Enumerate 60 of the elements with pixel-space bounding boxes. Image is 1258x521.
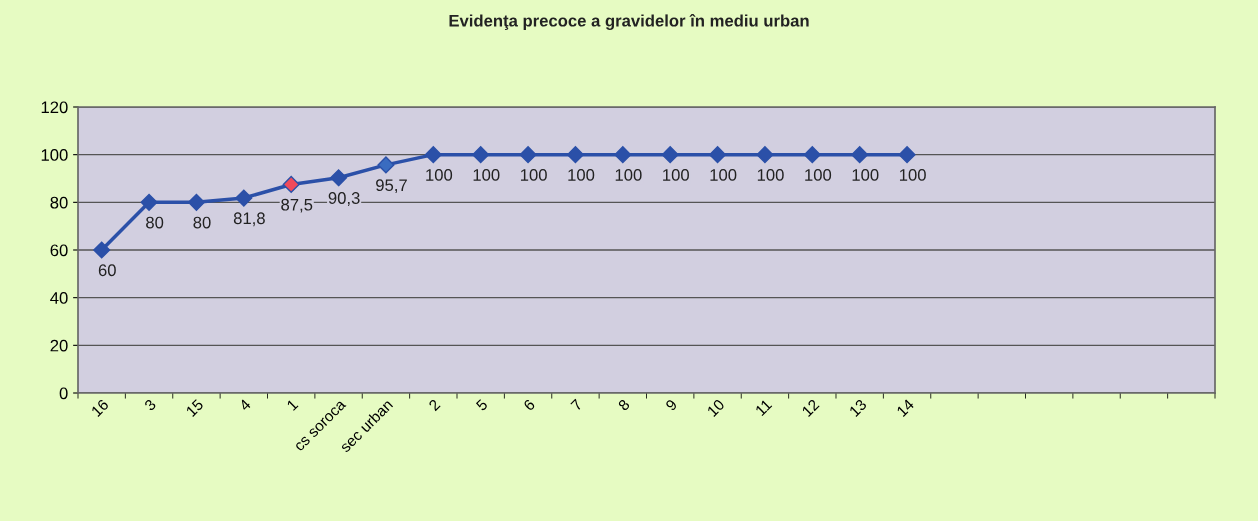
chart-title: Evidenţa precoce a gravidelor în mediu urban [449,14,809,30]
y-tick-label: 80 [50,196,68,209]
x-tick-label: 2 [428,398,441,412]
point [377,156,395,174]
data-label: 100 [899,169,926,181]
x-tick-label: 9 [664,398,678,412]
y-tick-label: 100 [41,149,68,161]
data-label: 95,7 [376,179,407,194]
data-label: 100 [520,169,547,181]
x-tick-label: 1 [286,398,299,411]
point [898,146,916,164]
point [614,146,632,164]
point [851,146,869,164]
x-tick-label: 3 [143,398,157,412]
x-tick-label: 6 [522,398,536,412]
point [566,146,584,164]
point [282,175,300,194]
point [661,146,679,164]
data-label: 100 [426,169,453,181]
data-label: 90,3 [328,192,360,206]
x-tick-label: 15 [185,398,204,417]
data-label: 100 [805,169,832,181]
point [187,193,205,211]
data-label: 100 [615,169,642,181]
x-tick-label: 4 [238,398,252,412]
x-tick-label: 11 [754,398,773,417]
y-tick-label: 40 [50,292,68,304]
data-label: 100 [757,169,784,181]
data-label: 100 [710,169,737,181]
point [330,169,348,187]
data-label: 81,8 [233,212,265,227]
point [93,241,111,259]
point [803,146,821,164]
point [756,146,774,164]
point [140,193,158,211]
x-tick-label: 13 [848,398,868,417]
point [235,189,253,207]
data-label: 100 [663,169,689,181]
data-label: 80 [193,216,211,229]
x-tick-label: 8 [617,398,631,412]
data-label: 100 [473,169,500,181]
x-tick-label: 12 [801,398,820,417]
x-tick-label: 14 [896,398,915,417]
point [519,146,537,164]
y-tick-label: 120 [41,101,68,114]
point [472,146,490,164]
point [709,146,727,164]
data-label: 100 [852,169,879,181]
data-label: 100 [568,169,595,181]
data-label: 87,5 [281,198,313,213]
x-tick-label: 10 [706,398,726,417]
x-tick-label: 16 [90,398,110,417]
y-tick-label: 60 [50,244,68,257]
y-tick-label: 0 [59,387,68,400]
x-tick-label: 5 [475,398,489,412]
data-label: 60 [98,264,116,277]
point [424,146,442,164]
data-label: 80 [146,216,164,229]
x-tick-label: 7 [570,398,583,412]
y-tick-label: 20 [50,339,68,352]
